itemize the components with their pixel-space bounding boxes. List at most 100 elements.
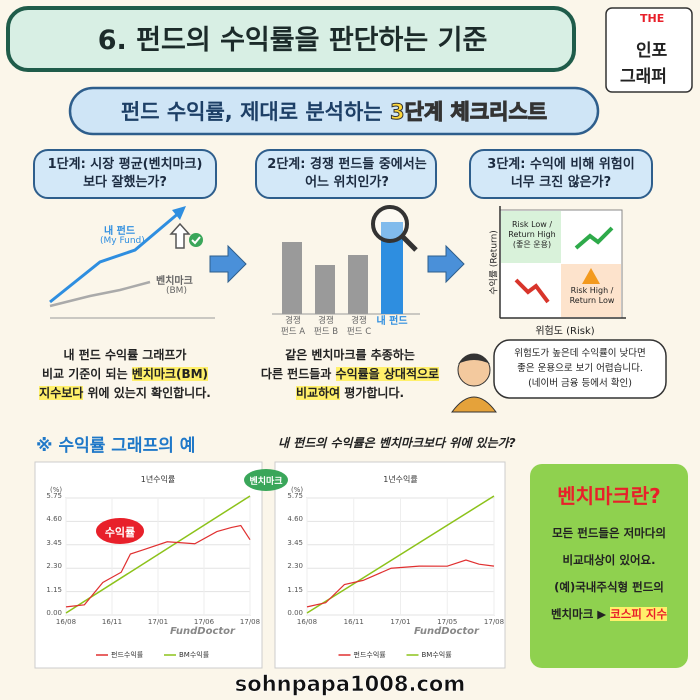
quadrant-label-line: Return High	[508, 230, 556, 239]
quadrant-label-line: Risk Low /	[511, 220, 553, 229]
fund-label: 내 펀드	[104, 226, 136, 237]
legend-label: BM수익률	[179, 651, 210, 659]
text-line: 모든 펀드들은 저마다의	[530, 520, 688, 547]
example-heading: ※ 수익률 그래프의 예	[36, 436, 196, 456]
bm-label: 벤치마크	[156, 276, 193, 287]
text-line: (예)국내주식형 펀드의	[530, 574, 688, 601]
speech-text-line: (네이버 금융 등에서 확인)	[528, 378, 632, 389]
return-tag: 수익률	[104, 526, 136, 539]
bar-shape	[381, 222, 403, 314]
up-trend-icon	[574, 226, 614, 250]
highlight: 벤치마크(BM)	[131, 367, 209, 381]
bar-label-line: 펀드 A	[280, 327, 306, 337]
bar-label: 경쟁 펀드 A	[274, 316, 312, 338]
quadrant-good	[501, 211, 561, 263]
banner-title: 펀드 수익률, 제대로 분석하는 3단계 체크리스트	[70, 96, 598, 126]
y-tick-label: 2.30	[287, 562, 303, 571]
text-segment: 평가합니다.	[340, 386, 405, 400]
legend-label: BM수익률	[421, 651, 452, 659]
quadrant-label-line: Risk High /	[570, 286, 614, 295]
legend-label: 펀드수익률	[353, 651, 386, 659]
fund-line	[49, 210, 181, 304]
x-tick-label: 16/08	[296, 618, 318, 626]
bar-label: 경쟁 펀드 B	[307, 316, 345, 338]
bar-label-line: 펀드 B	[313, 327, 339, 337]
chart-panel	[274, 461, 506, 669]
text-line: 비교 기준이 되는 벤치마크(BM)	[20, 365, 230, 384]
step-title-box	[255, 149, 437, 199]
y-tick-label: 4.60	[287, 515, 303, 524]
fund-curve	[306, 559, 495, 608]
legend-label: 펀드수익률	[111, 651, 144, 659]
y-tick-label: 0.00	[287, 609, 303, 617]
check-mark	[191, 236, 201, 245]
bar-label-line: 경쟁	[285, 316, 301, 326]
chart-title: 1년수익률	[140, 475, 176, 484]
benchmark-tag-bg	[244, 469, 288, 491]
footer-url: sohnpapa1008.com	[234, 672, 466, 697]
magnifier	[371, 205, 409, 243]
y-tick-label: 1.15	[287, 585, 303, 594]
chart-brand: FundDoctor	[414, 626, 479, 637]
quadrant-label: Risk High / Return Low	[562, 286, 622, 306]
step-title-box	[469, 149, 653, 199]
highlight: 비교하여	[295, 386, 341, 400]
y-tick-label: 5.75	[46, 492, 62, 500]
highlight: 수익률을 상대적으로	[335, 367, 440, 381]
return-tag-bg	[96, 518, 144, 544]
header-box	[6, 6, 576, 72]
fund-label-en: (My Fund)	[100, 236, 145, 246]
logo-line: 그래퍼	[620, 67, 667, 87]
bar-label: 내 펀드	[373, 316, 411, 327]
step-description: 내 펀드 수익률 그래프가 비교 기준이 되는 벤치마크(BM) 지수보다 위에 있…	[20, 346, 230, 403]
text-line: 내 펀드 수익률 그래프가	[20, 346, 230, 365]
text-line: 같은 벤치마크를 추종하는	[245, 346, 455, 365]
banner-box	[68, 86, 600, 136]
text-segment: 다른 펀드들과	[260, 367, 336, 381]
bar-label-line: 경쟁	[351, 316, 367, 326]
chart-unit: (%)	[291, 486, 304, 494]
person-hair	[458, 354, 490, 364]
bar-label: 경쟁 펀드 C	[340, 316, 378, 338]
bar-shape	[348, 255, 368, 314]
flow-arrow	[209, 244, 247, 284]
step-title-line: 보다 잘했는가?	[83, 175, 167, 190]
header-title: 6. 펀드의 수익률을 판단하는 기준	[97, 25, 488, 56]
x-tick-label: 16/11	[101, 618, 123, 626]
benchmark-tag: 벤치마크	[249, 477, 283, 487]
step-title-line: 1단계: 시장 평균(벤치마크)	[47, 157, 203, 172]
x-tick-label: 17/06	[193, 618, 215, 626]
y-tick-label: 5.75	[287, 492, 303, 500]
text-segment: 비교대상이 있어요.	[562, 553, 656, 567]
text-segment: 같은 벤치마크를 추종하는	[285, 348, 415, 362]
text-segment: 위에 있는지 확인합니다.	[83, 386, 211, 400]
check-icon	[189, 233, 203, 247]
y-tick-label: 2.30	[46, 562, 62, 571]
text-line: 비교하여 평가합니다.	[245, 384, 455, 403]
matrix-x-label: 위험도 (Risk)	[535, 326, 595, 337]
fund-curve	[65, 524, 251, 608]
text-line: 지수보다 위에 있는지 확인합니다.	[20, 384, 230, 403]
up-icon	[169, 222, 191, 249]
step-title: 3단계: 수익에 비해 위험이 너무 크진 않은가?	[470, 156, 652, 192]
step-title-box	[33, 149, 217, 199]
person-body	[451, 396, 497, 413]
text-line: 비교대상이 있어요.	[530, 547, 688, 574]
quadrant-label-line: (좋은 운용)	[512, 240, 552, 249]
down-trend-icon	[514, 278, 550, 304]
speech-text: 위험도가 높은데 수익률이 낮다면 좋은 운용으로 보기 어렵습니다. (네이버 금…	[494, 346, 666, 391]
chart-unit: (%)	[50, 486, 63, 494]
x-tick-label: 16/08	[55, 618, 77, 626]
bar-shape	[315, 265, 335, 314]
x-tick-label: 17/08	[483, 618, 505, 626]
matrix-y-label: 수익률 (Return)	[489, 230, 500, 295]
chart-brand: FundDoctor	[170, 626, 235, 637]
x-tick-label: 17/01	[147, 618, 169, 626]
logo-box	[605, 7, 693, 93]
step-title-line: 너무 크진 않은가?	[510, 175, 612, 190]
flow-arrow	[427, 244, 465, 284]
text-line: 벤치마크 ▶ 코스피 지수	[530, 601, 688, 628]
text-segment: 비교 기준이 되는	[41, 367, 132, 381]
